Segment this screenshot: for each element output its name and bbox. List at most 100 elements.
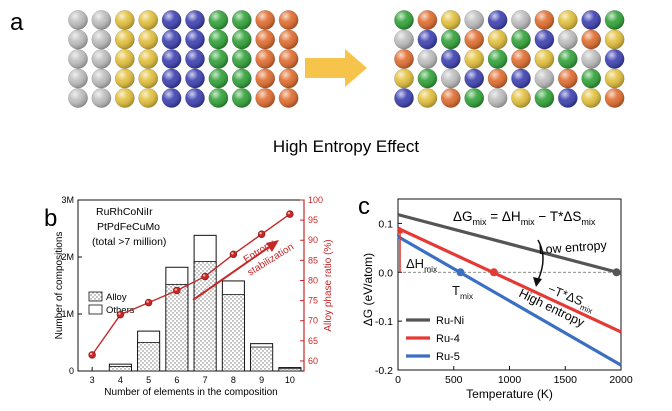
y2-tick-label: 70 bbox=[308, 316, 318, 326]
atom-shine bbox=[441, 29, 461, 50]
atom-shine bbox=[417, 29, 437, 50]
atom-shine bbox=[581, 68, 601, 89]
x-tick-label: 500 bbox=[445, 374, 463, 386]
atom-shine bbox=[511, 68, 531, 89]
alloy-ratio-point bbox=[201, 272, 209, 281]
atom-shine bbox=[91, 88, 111, 108]
panel-c-lines: Ru-Ni Ru-4 Ru-5 bbox=[397, 213, 622, 367]
x-tick-label: 7 bbox=[203, 375, 208, 385]
atom-shine bbox=[605, 49, 625, 69]
atom-shine bbox=[162, 88, 182, 108]
atom-shine bbox=[464, 29, 484, 50]
legend-swatch-others bbox=[88, 304, 103, 315]
atom-shine bbox=[279, 49, 299, 69]
atom-shine bbox=[232, 68, 252, 89]
atom-shine bbox=[115, 49, 135, 69]
point-highlight bbox=[89, 352, 93, 356]
atom-shine bbox=[581, 88, 601, 108]
y-tick-label: 1M bbox=[61, 309, 74, 319]
y2-tick-label: 100 bbox=[308, 195, 323, 205]
ordered-atom-grid bbox=[68, 10, 299, 108]
atom-shine bbox=[279, 68, 299, 89]
atom-shine bbox=[279, 88, 299, 108]
atom-shine bbox=[208, 29, 228, 50]
x-tick-label: 2000 bbox=[609, 374, 633, 386]
y2-tick-label: 85 bbox=[308, 255, 318, 265]
series-line-ru-ni bbox=[397, 213, 622, 275]
entropy-curve-arrow bbox=[537, 239, 544, 281]
legend-label-ru-ni: Ru-Ni bbox=[436, 315, 464, 327]
alloy-ratio-point bbox=[116, 310, 125, 319]
bar-alloy bbox=[221, 294, 245, 372]
atom-shine bbox=[138, 88, 158, 108]
atom-shine bbox=[138, 10, 158, 30]
atom-shine bbox=[488, 10, 508, 30]
atom-shine bbox=[138, 68, 158, 89]
atom-shine bbox=[162, 68, 182, 89]
point-highlight bbox=[174, 288, 178, 291]
atom-shine bbox=[417, 49, 437, 69]
y2-tick-label: 65 bbox=[308, 336, 318, 346]
atom-shine bbox=[91, 10, 111, 30]
x-tick-label: 8 bbox=[231, 375, 236, 385]
point-highlight bbox=[202, 274, 206, 277]
panel-b-axes: 3 4 5 6 7 8 9 1001M2M3M6065707580859095100Numbe… bbox=[54, 195, 334, 398]
panel-c-legend: Ru-Ni Ru-4 Ru-5 bbox=[406, 315, 464, 363]
bar-alloy bbox=[137, 342, 161, 372]
atom-shine bbox=[185, 88, 205, 108]
atom-shine bbox=[558, 49, 578, 69]
atom-shine bbox=[534, 29, 555, 50]
bar-alloy bbox=[250, 346, 274, 372]
atom-shine bbox=[138, 29, 158, 50]
atom-shine bbox=[91, 68, 111, 89]
y-tick-label: -0.2 bbox=[375, 365, 393, 377]
atom-shine bbox=[464, 88, 484, 108]
panel-b-label: b bbox=[44, 205, 57, 232]
atom-shine bbox=[558, 10, 578, 30]
atom-shine bbox=[581, 29, 601, 50]
y-tick-label: 2M bbox=[61, 252, 74, 262]
atom-shine bbox=[511, 88, 531, 108]
atom-shine bbox=[185, 29, 205, 50]
atom-shine bbox=[394, 49, 414, 69]
atom-shine bbox=[115, 29, 135, 50]
y2-axis-title: Alloy phase ratio (%) bbox=[323, 239, 334, 331]
atom-shine bbox=[464, 68, 484, 89]
x-tick-label: 6 bbox=[174, 375, 179, 385]
tmix-marker bbox=[489, 268, 498, 277]
bar-alloy bbox=[278, 368, 302, 372]
y-axis-title: ΔG (eV/atom) bbox=[361, 253, 375, 326]
atom-shine bbox=[441, 49, 461, 69]
atom-shine bbox=[279, 10, 299, 30]
disordered-atom-grid bbox=[394, 10, 625, 108]
atom-shine bbox=[488, 29, 508, 50]
alloy-ratio-point bbox=[173, 286, 181, 295]
panel-c-axes: 0 500 1000 1500 2000 -0.2 -0.1 0.0 0.1 Temperatur… bbox=[361, 198, 633, 401]
atom-shine bbox=[534, 49, 555, 69]
atom-shine bbox=[91, 49, 111, 69]
atom-shine bbox=[162, 10, 182, 30]
atom-shine bbox=[394, 68, 414, 89]
atom-shine bbox=[534, 68, 555, 89]
atom-shine bbox=[208, 49, 228, 69]
alloy-ratio-point bbox=[229, 250, 238, 259]
x-axis-title: Number of elements in the composition bbox=[104, 387, 277, 398]
atom-shine bbox=[115, 88, 135, 108]
point-highlight bbox=[287, 211, 291, 215]
y-axis-title: Number of compositions bbox=[54, 232, 65, 340]
x-tick-label: 3 bbox=[90, 375, 95, 385]
point-highlight bbox=[259, 232, 262, 235]
legend-swatch-alloy bbox=[88, 291, 103, 302]
atom-shine bbox=[417, 10, 437, 30]
atom-shine bbox=[464, 10, 484, 30]
atom-shine bbox=[232, 10, 252, 30]
atom-shine bbox=[185, 10, 205, 30]
panel-b-bars: Alloy Others bbox=[88, 234, 302, 372]
bar-alloy bbox=[108, 366, 132, 372]
atom-shine bbox=[232, 88, 252, 108]
y2-tick-label: 75 bbox=[308, 296, 318, 306]
delta-h-label: ΔHmix bbox=[406, 256, 438, 274]
alloy-ratio-line bbox=[91, 213, 291, 356]
atom-shine bbox=[605, 10, 625, 30]
